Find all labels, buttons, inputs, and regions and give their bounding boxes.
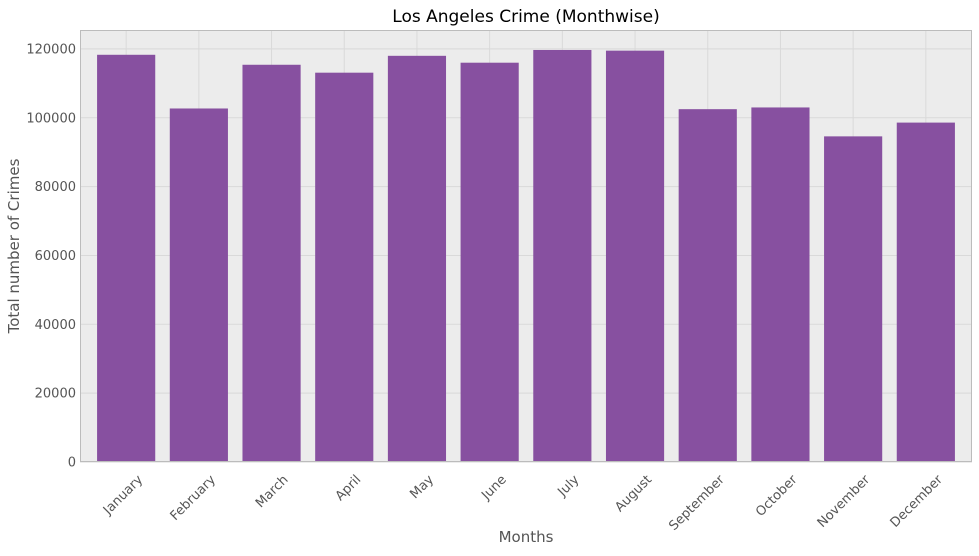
bar-january: [97, 54, 156, 463]
y-tick-label: 80000: [35, 180, 76, 195]
plot-frame: [80, 30, 972, 462]
x-tick-label: December: [888, 472, 947, 531]
y-tick-label: 60000: [35, 249, 76, 264]
y-tick-label: 40000: [35, 318, 76, 333]
x-axis-label: Months: [499, 528, 554, 546]
x-tick-label: April: [333, 472, 365, 504]
x-axis-ticks: January February March April May June July Augu…: [100, 472, 946, 534]
plot-area: [80, 30, 972, 462]
y-axis-ticks: 0 20000 40000 60000 80000 100000 120000: [26, 42, 76, 470]
x-tick-label: September: [666, 472, 728, 534]
x-tick-label: May: [407, 472, 437, 502]
x-tick-label: June: [478, 472, 509, 503]
bar-december: [896, 122, 955, 463]
x-tick-label: February: [168, 472, 220, 524]
bar-november: [824, 136, 883, 463]
x-tick-label: November: [815, 472, 874, 531]
y-tick-label: 20000: [35, 387, 76, 402]
x-tick-label: January: [100, 472, 146, 518]
y-tick-label: 120000: [26, 42, 76, 57]
bar-february: [169, 108, 228, 462]
bar-october: [751, 107, 810, 463]
bar-march: [242, 64, 301, 462]
bar-august: [605, 50, 665, 463]
bar-july: [533, 49, 592, 463]
bar-september: [678, 109, 737, 462]
bar-april: [315, 72, 374, 463]
x-tick-label: October: [753, 472, 801, 520]
y-axis-label: Total number of Crimes: [5, 158, 23, 334]
bar-may: [387, 55, 447, 462]
x-tick-label: March: [253, 472, 292, 511]
chart-title: Los Angeles Crime (Monthwise): [392, 7, 659, 27]
x-tick-label: August: [612, 472, 655, 515]
x-tick-label: July: [555, 472, 583, 500]
y-tick-label: 100000: [26, 111, 76, 126]
bar-june: [460, 62, 519, 462]
y-tick-label: 0: [68, 456, 76, 471]
bars: [97, 49, 955, 463]
